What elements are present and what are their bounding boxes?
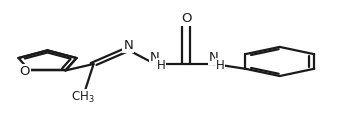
Text: N: N (124, 39, 133, 51)
Text: O: O (19, 65, 30, 78)
Text: N: N (150, 51, 160, 63)
Text: O: O (181, 12, 191, 25)
Text: CH$_3$: CH$_3$ (71, 90, 95, 105)
Text: H: H (157, 59, 166, 72)
Text: N: N (209, 51, 219, 63)
Text: H: H (216, 59, 224, 72)
